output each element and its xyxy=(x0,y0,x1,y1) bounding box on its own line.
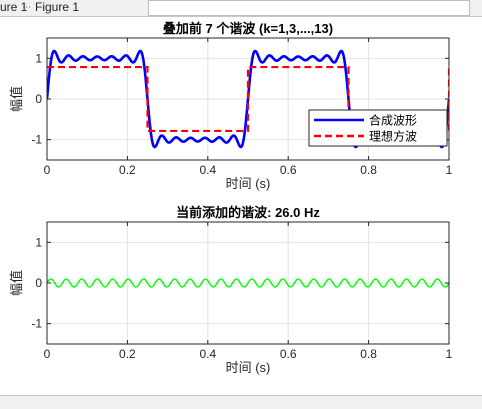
y-tick-label: 0 xyxy=(35,276,42,290)
y-tick-label: -1 xyxy=(31,133,42,147)
axes-2: 0 0.2 0.4 0.6 0.8 1 -1 0 1 当前添加的谐波: 26.0 Hz 时间 (s)… xyxy=(9,205,453,375)
y-tick-label: 1 xyxy=(35,235,42,249)
chart-title: 当前添加的谐波: 26.0 Hz xyxy=(176,205,320,220)
x-tick-label: 1 xyxy=(446,347,453,361)
x-tick-label: 0 xyxy=(44,347,51,361)
tab-strip xyxy=(148,0,470,16)
x-tick-label: 0.6 xyxy=(280,347,297,361)
y-tick-label: 1 xyxy=(35,51,42,65)
figure-canvas: 0 0.2 0.4 0.6 0.8 1 -1 0 1 叠加前 7 个谐波 (k=1,3,...,1… xyxy=(0,17,482,395)
x-axis-label: 时间 (s) xyxy=(226,176,271,191)
x-tick-label: 0.8 xyxy=(360,347,377,361)
figure-svg: 0 0.2 0.4 0.6 0.8 1 -1 0 1 叠加前 7 个谐波 (k=1,3,...,1… xyxy=(9,21,453,375)
window-tab-title[interactable]: Figure 1 xyxy=(35,0,80,14)
figure-title-bar: ure 1 ⋯ Figure 1 xyxy=(0,0,482,17)
y-tick-label: -1 xyxy=(31,317,42,331)
tab-prefix: ure 1 xyxy=(0,0,28,14)
x-tick-label: 1 xyxy=(446,163,453,177)
series-line-2 xyxy=(47,65,449,133)
x-tick-label: 0.8 xyxy=(360,163,377,177)
x-tick-label: 0.2 xyxy=(119,163,136,177)
x-tick-label: 0.4 xyxy=(199,347,216,361)
legend-box xyxy=(308,109,448,147)
legend-label-2: 理想方波 xyxy=(369,129,417,144)
x-axis-label: 时间 (s) xyxy=(226,360,271,375)
x-tick-label: 0.6 xyxy=(280,163,297,177)
y-axis-label: 幅值 xyxy=(9,270,24,296)
x-tick-label: 0.4 xyxy=(199,163,216,177)
series-line-1 xyxy=(47,278,449,288)
status-bar xyxy=(0,395,482,409)
chart-title: 叠加前 7 个谐波 (k=1,3,...,13) xyxy=(163,21,333,36)
axes-1: 0 0.2 0.4 0.6 0.8 1 -1 0 1 叠加前 7 个谐波 (k=1,3,...,1… xyxy=(9,21,453,191)
x-tick-label: 0.2 xyxy=(119,347,136,361)
y-axis-label: 幅值 xyxy=(9,86,24,112)
x-tick-label: 0 xyxy=(44,163,51,177)
tab-overflow-icon[interactable]: ⋯ xyxy=(22,2,31,12)
y-tick-label: 0 xyxy=(35,92,42,106)
legend-label-1: 合成波形 xyxy=(369,113,417,128)
